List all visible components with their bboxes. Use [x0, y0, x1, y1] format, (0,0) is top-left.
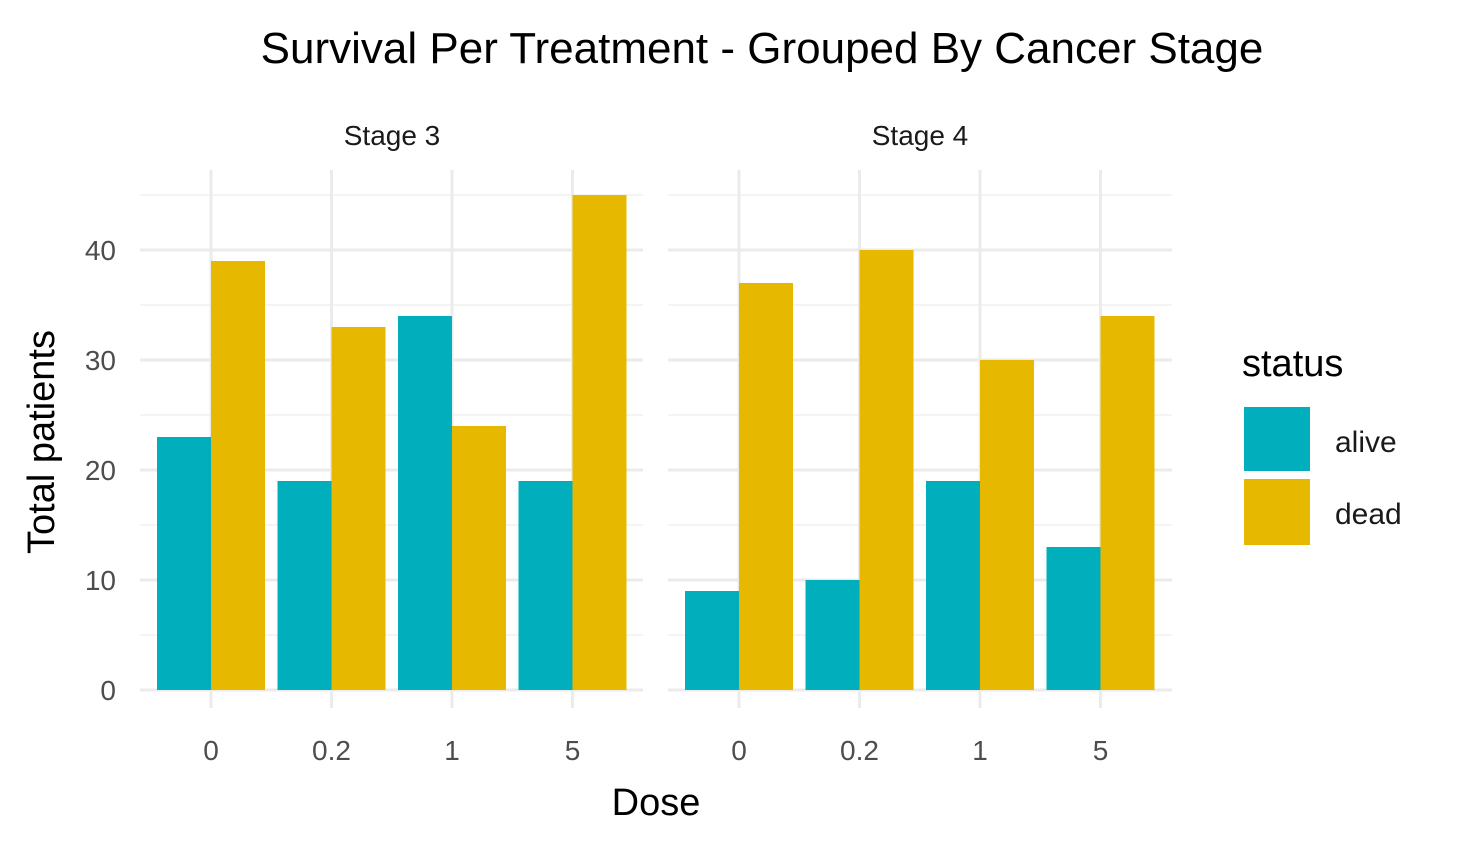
bar-alive — [518, 481, 573, 690]
x-tick-label: 1 — [444, 735, 460, 766]
x-tick-label: 5 — [565, 735, 581, 766]
bar-dead — [1100, 316, 1155, 690]
bar-alive — [926, 481, 980, 690]
bar-dead — [211, 261, 265, 690]
y-tick-label: 20 — [85, 455, 116, 486]
bar-dead — [331, 327, 386, 690]
legend: status alive dead — [1242, 343, 1402, 545]
y-tick-label: 30 — [85, 345, 116, 376]
panel-label-stage-4: Stage 4 — [872, 120, 969, 151]
bar-alive — [157, 437, 211, 690]
legend-swatch-alive — [1244, 407, 1310, 471]
legend-label-dead: dead — [1335, 498, 1402, 531]
x-tick-label: 1 — [972, 735, 988, 766]
bar-dead — [980, 360, 1034, 690]
x-tick-label: 0.2 — [312, 735, 351, 766]
bar-alive — [398, 316, 452, 690]
y-axis-title: Total patients — [21, 330, 63, 554]
y-tick-label: 40 — [85, 235, 116, 266]
x-tick-label: 5 — [1093, 735, 1109, 766]
panel-label-stage-3: Stage 3 — [344, 120, 441, 151]
bar-dead — [572, 195, 627, 690]
bars — [157, 195, 1155, 690]
bar-alive — [805, 580, 860, 690]
bar-dead — [859, 250, 914, 690]
x-tick-label: 0 — [203, 735, 219, 766]
bar-dead — [739, 283, 793, 690]
y-tick-label: 10 — [85, 565, 116, 596]
bar-dead — [452, 426, 506, 690]
x-tick-label: 0.2 — [840, 735, 879, 766]
legend-title: status — [1242, 343, 1343, 385]
x-axis-title: Dose — [612, 782, 701, 824]
legend-swatch-dead — [1244, 479, 1310, 545]
legend-label-alive: alive — [1335, 426, 1397, 459]
bar-alive — [685, 591, 739, 690]
x-tick-label: 0 — [731, 735, 747, 766]
y-tick-label: 0 — [100, 675, 116, 706]
bar-alive — [1046, 547, 1101, 690]
chart-title: Survival Per Treatment - Grouped By Canc… — [261, 24, 1264, 73]
bar-alive — [277, 481, 332, 690]
tick-labels: 0 10 20 30 40 0 0.2 1 5 0 0.2 1 5 — [85, 235, 1108, 766]
